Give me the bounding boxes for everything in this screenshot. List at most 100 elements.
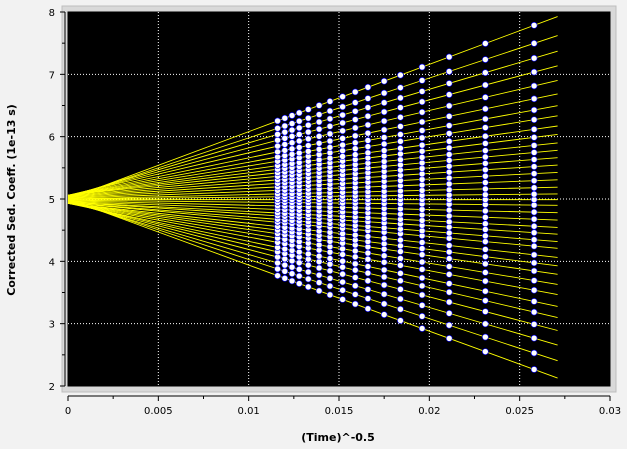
data-point [288, 247, 296, 254]
data-point [288, 150, 296, 158]
data-point [339, 263, 346, 271]
data-point [418, 141, 426, 149]
x-axis: 0 0.005 0.01 0.015 0.02 0.025 0.03 [65, 395, 621, 417]
data-point [339, 296, 346, 303]
data-point [281, 114, 289, 122]
data-point [445, 321, 453, 329]
data-point [364, 149, 372, 157]
data-point [482, 207, 489, 215]
data-point [530, 201, 538, 209]
data-point [380, 258, 388, 266]
data-point [445, 229, 453, 237]
data-point [530, 156, 538, 163]
fit-line [67, 202, 558, 258]
data-point [315, 118, 323, 126]
data-point [380, 300, 388, 308]
data-point [364, 233, 372, 240]
data-point [397, 150, 404, 158]
data-point [304, 275, 312, 283]
data-point [380, 240, 388, 248]
data-point [418, 127, 426, 134]
data-point [530, 286, 538, 294]
data-point [380, 126, 388, 134]
data-point [530, 177, 538, 184]
data-point [445, 309, 453, 317]
data-point [304, 148, 312, 155]
data-point [364, 143, 372, 150]
data-point [530, 298, 538, 305]
data-point [397, 242, 404, 250]
data-point [339, 245, 346, 253]
data-point [288, 112, 296, 119]
data-point [380, 252, 388, 260]
fit-line [67, 202, 558, 285]
data-point [364, 295, 372, 302]
x-tick-label: 0 [65, 406, 71, 417]
data-point [397, 236, 404, 244]
fit-line [67, 202, 558, 275]
data-point [418, 239, 426, 246]
data-point [530, 106, 538, 114]
data-point [482, 185, 489, 193]
data-point [397, 94, 404, 102]
data-point [351, 291, 359, 298]
data-point [364, 305, 372, 312]
data-point [418, 313, 426, 320]
data-point [304, 250, 312, 258]
data-point [288, 139, 296, 147]
data-point [326, 144, 334, 151]
data-point [339, 153, 346, 160]
data-point [364, 277, 372, 285]
data-point [288, 263, 296, 271]
data-point [397, 84, 404, 91]
data-point [482, 69, 489, 76]
data-point [351, 282, 359, 290]
data-point [315, 133, 323, 140]
y-tick-label: 4 [49, 257, 55, 268]
fit-line [67, 35, 558, 199]
y-tick-label: 2 [49, 382, 55, 393]
data-point [397, 277, 404, 285]
data-point [351, 124, 359, 132]
data-point [482, 246, 489, 253]
data-point [482, 140, 489, 147]
data-point [295, 272, 303, 280]
data-point [418, 118, 426, 126]
data-point [295, 144, 303, 151]
data-point [295, 259, 303, 267]
data-point [295, 280, 303, 287]
data-point [482, 166, 489, 174]
data-point [530, 242, 538, 250]
data-point [445, 102, 453, 110]
fit-line [67, 115, 558, 196]
data-point [380, 311, 388, 318]
fit-line [67, 200, 558, 214]
data-point [351, 107, 359, 115]
data-point [397, 305, 404, 313]
data-point [380, 266, 388, 274]
fit-line [67, 202, 558, 319]
data-point [530, 163, 538, 170]
data-point [288, 120, 296, 127]
fit-line [67, 16, 558, 200]
data-point [288, 270, 296, 277]
data-point [364, 255, 372, 263]
data-point [380, 158, 388, 165]
data-point [482, 238, 489, 245]
data-point [351, 274, 359, 281]
data-point [418, 77, 426, 84]
data-point [445, 180, 453, 188]
data-point [380, 108, 388, 116]
data-point [380, 245, 388, 253]
data-point [295, 149, 303, 157]
data-point [351, 132, 359, 140]
fit-line [67, 186, 558, 200]
data-point [326, 107, 334, 115]
data-point [530, 222, 538, 230]
data-point [351, 253, 359, 261]
data-point [339, 93, 346, 100]
fit-lines [67, 16, 558, 379]
data-point [530, 149, 538, 156]
data-point [445, 122, 453, 129]
